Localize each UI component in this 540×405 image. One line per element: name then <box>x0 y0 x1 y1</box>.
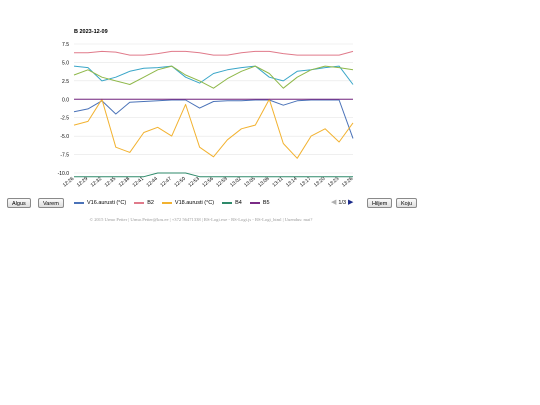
legend-swatch <box>249 202 260 204</box>
y-tick-label: -5.0 <box>60 134 69 140</box>
x-tick-label: 12:26 <box>62 176 76 189</box>
legend-label: V16.aurusti (°C) <box>87 200 127 206</box>
legend-label: B4 <box>235 200 242 206</box>
next-page-button[interactable]: Hiljem <box>367 198 393 208</box>
x-tick-label: 12:32 <box>90 176 104 189</box>
x-tick-label: 13:17 <box>299 176 313 189</box>
legend-swatch <box>161 202 172 204</box>
page-navigator: ◀ 1/3 ▶ <box>331 198 353 208</box>
legend-item[interactable]: V18.aurusti (°C) <box>161 200 215 206</box>
legend-label: B5 <box>262 200 270 206</box>
x-tick-label: 13:26 <box>341 176 355 189</box>
y-tick-label: 0.0 <box>62 97 69 103</box>
legend-item[interactable]: V16.aurusti (°C) <box>74 200 126 206</box>
x-tick-label: 12:56 <box>201 176 215 189</box>
x-tick-label: 12:53 <box>187 176 201 189</box>
x-tick-label: 13:02 <box>229 176 243 189</box>
first-page-button[interactable]: Algus <box>7 198 31 208</box>
x-tick-label: 13:23 <box>327 176 341 189</box>
x-tick-label: 12:47 <box>159 176 173 189</box>
y-tick-label: 7.5 <box>62 42 69 48</box>
legend-swatch <box>134 202 145 204</box>
footer-text: © 2015 Urmo Petter | Urmo.Petter@kru.ee … <box>89 217 313 222</box>
legend-label: B2 <box>147 200 154 206</box>
series-line <box>73 65 354 89</box>
legend-swatch <box>74 202 84 204</box>
x-tick-label: 13:08 <box>257 176 271 189</box>
series-line <box>74 172 353 178</box>
legend-item[interactable]: B4 <box>222 200 242 206</box>
chart-legend: V16.aurusti (°C) B2 V18.aurusti (°C) B4 B5 <box>74 198 278 208</box>
series-line <box>73 65 354 85</box>
x-tick-label: 12:35 <box>104 176 118 189</box>
page-indicator: 1/3 <box>338 200 347 206</box>
x-tick-label: 12:38 <box>118 176 132 189</box>
x-axis-ticks: 12:26 12:29 12:32 12:35 12:38 12:41 12:44 12:47… <box>62 176 355 189</box>
series-line <box>73 98 354 159</box>
y-tick-label: 5.0 <box>62 60 69 66</box>
series-line <box>74 50 354 56</box>
y-tick-label: -10.0 <box>58 171 70 177</box>
y-tick-label: 2.5 <box>62 79 69 85</box>
legend-item[interactable]: B2 <box>134 200 154 206</box>
x-tick-label: 12:41 <box>132 176 146 189</box>
previous-page-button[interactable]: Varem <box>38 198 64 208</box>
series-line <box>73 99 354 139</box>
legend-label: V18.aurusti (°C) <box>174 200 215 206</box>
x-tick-label: 13:14 <box>285 176 299 189</box>
x-tick-label: 12:44 <box>146 176 160 189</box>
y-tick-label: -7.5 <box>60 153 69 159</box>
x-tick-label: 13:05 <box>243 176 257 189</box>
triangle-left-icon[interactable]: ◀ <box>331 199 337 206</box>
x-tick-label: 12:29 <box>76 176 90 189</box>
x-tick-label: 12:59 <box>215 176 229 189</box>
grid-lines <box>74 43 353 174</box>
legend-swatch <box>222 202 233 204</box>
triangle-right-icon[interactable]: ▶ <box>348 199 354 206</box>
chart-title: B 2023-12-09 <box>74 29 108 35</box>
x-tick-label: 13:20 <box>313 176 327 189</box>
last-page-button[interactable]: Koju <box>396 198 418 208</box>
series-lines <box>73 50 354 178</box>
legend-item[interactable]: B5 <box>249 200 270 206</box>
x-tick-label: 13:11 <box>271 176 284 189</box>
x-tick-label: 12:50 <box>173 176 187 189</box>
y-axis-ticks: 7.5 5.0 2.5 0.0 -2.5 -5.0 -7.5 -10.0 <box>58 42 70 177</box>
y-tick-label: -2.5 <box>60 116 69 122</box>
